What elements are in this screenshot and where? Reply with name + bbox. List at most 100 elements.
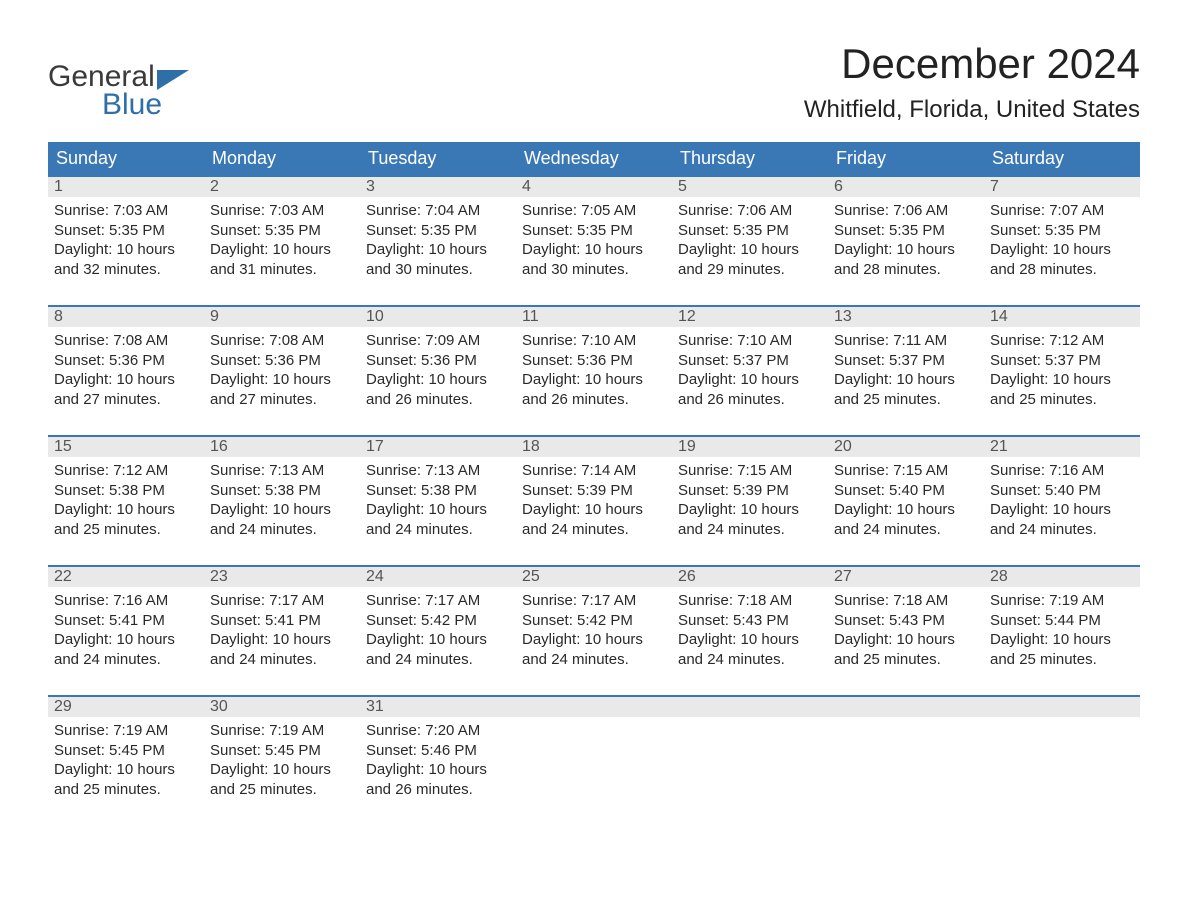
daylight-line-2: and 28 minutes. [834,260,978,280]
sunrise-line: Sunrise: 7:03 AM [54,201,198,221]
day-number [828,697,984,717]
day-cell: Sunrise: 7:20 AMSunset: 5:46 PMDaylight:… [360,717,516,809]
day-number: 4 [516,177,672,197]
sunrise-line: Sunrise: 7:10 AM [522,331,666,351]
daylight-line-2: and 24 minutes. [678,650,822,670]
day-cell: Sunrise: 7:06 AMSunset: 5:35 PMDaylight:… [672,197,828,289]
day-cell: Sunrise: 7:12 AMSunset: 5:38 PMDaylight:… [48,457,204,549]
day-cell: Sunrise: 7:04 AMSunset: 5:35 PMDaylight:… [360,197,516,289]
sunset-line: Sunset: 5:36 PM [366,351,510,371]
day-cell [516,717,672,809]
sunrise-line: Sunrise: 7:06 AM [834,201,978,221]
sunset-line: Sunset: 5:39 PM [522,481,666,501]
day-cell: Sunrise: 7:13 AMSunset: 5:38 PMDaylight:… [360,457,516,549]
daylight-line-2: and 24 minutes. [834,520,978,540]
daylight-line-2: and 24 minutes. [366,650,510,670]
sunrise-line: Sunrise: 7:19 AM [210,721,354,741]
daylight-line-1: Daylight: 10 hours [522,370,666,390]
day-cell: Sunrise: 7:14 AMSunset: 5:39 PMDaylight:… [516,457,672,549]
day-number: 26 [672,567,828,587]
sunrise-line: Sunrise: 7:16 AM [990,461,1134,481]
daylight-line-1: Daylight: 10 hours [54,630,198,650]
sunrise-line: Sunrise: 7:05 AM [522,201,666,221]
day-number: 18 [516,437,672,457]
logo-text-blue: Blue [102,88,189,122]
sunset-line: Sunset: 5:40 PM [834,481,978,501]
sunrise-line: Sunrise: 7:10 AM [678,331,822,351]
day-number: 16 [204,437,360,457]
sunrise-line: Sunrise: 7:15 AM [678,461,822,481]
sunset-line: Sunset: 5:36 PM [522,351,666,371]
daylight-line-2: and 27 minutes. [210,390,354,410]
day-number: 21 [984,437,1140,457]
day-number-row: 1234567 [48,177,1140,197]
daylight-line-2: and 25 minutes. [54,780,198,800]
daylight-line-1: Daylight: 10 hours [210,500,354,520]
daylight-line-1: Daylight: 10 hours [834,240,978,260]
daylight-line-2: and 28 minutes. [990,260,1134,280]
daylight-line-2: and 26 minutes. [366,390,510,410]
day-number: 3 [360,177,516,197]
day-cell: Sunrise: 7:13 AMSunset: 5:38 PMDaylight:… [204,457,360,549]
daylight-line-1: Daylight: 10 hours [678,500,822,520]
day-number: 5 [672,177,828,197]
daylight-line-1: Daylight: 10 hours [210,370,354,390]
sunset-line: Sunset: 5:37 PM [678,351,822,371]
daylight-line-2: and 24 minutes. [54,650,198,670]
month-title: December 2024 [804,40,1140,88]
daylight-line-1: Daylight: 10 hours [678,240,822,260]
sunrise-line: Sunrise: 7:18 AM [834,591,978,611]
daylight-line-2: and 26 minutes. [522,390,666,410]
daylight-line-2: and 27 minutes. [54,390,198,410]
daylight-line-1: Daylight: 10 hours [366,370,510,390]
day-cell: Sunrise: 7:18 AMSunset: 5:43 PMDaylight:… [672,587,828,679]
day-cell: Sunrise: 7:06 AMSunset: 5:35 PMDaylight:… [828,197,984,289]
day-number-row: 15161718192021 [48,437,1140,457]
sunset-line: Sunset: 5:45 PM [210,741,354,761]
day-cell: Sunrise: 7:15 AMSunset: 5:39 PMDaylight:… [672,457,828,549]
day-number: 29 [48,697,204,717]
daylight-line-2: and 30 minutes. [522,260,666,280]
day-number: 10 [360,307,516,327]
dow-tuesday: Tuesday [360,142,516,175]
dow-wednesday: Wednesday [516,142,672,175]
sunset-line: Sunset: 5:42 PM [366,611,510,631]
day-number: 31 [360,697,516,717]
day-number: 1 [48,177,204,197]
daylight-line-2: and 25 minutes. [990,650,1134,670]
day-cell: Sunrise: 7:08 AMSunset: 5:36 PMDaylight:… [204,327,360,419]
daylight-line-2: and 26 minutes. [366,780,510,800]
sunset-line: Sunset: 5:44 PM [990,611,1134,631]
dow-monday: Monday [204,142,360,175]
sunset-line: Sunset: 5:35 PM [54,221,198,241]
day-cell: Sunrise: 7:19 AMSunset: 5:45 PMDaylight:… [204,717,360,809]
sunset-line: Sunset: 5:41 PM [210,611,354,631]
daylight-line-2: and 24 minutes. [522,650,666,670]
sunrise-line: Sunrise: 7:07 AM [990,201,1134,221]
day-cell: Sunrise: 7:05 AMSunset: 5:35 PMDaylight:… [516,197,672,289]
dow-thursday: Thursday [672,142,828,175]
day-number: 14 [984,307,1140,327]
logo: General Blue [48,40,189,122]
daylight-line-2: and 29 minutes. [678,260,822,280]
day-number: 25 [516,567,672,587]
day-number [672,697,828,717]
daylight-line-2: and 25 minutes. [834,390,978,410]
sunset-line: Sunset: 5:38 PM [210,481,354,501]
day-cell: Sunrise: 7:07 AMSunset: 5:35 PMDaylight:… [984,197,1140,289]
day-number: 17 [360,437,516,457]
daylight-line-1: Daylight: 10 hours [54,760,198,780]
daylight-line-1: Daylight: 10 hours [366,760,510,780]
week-row: 22232425262728Sunrise: 7:16 AMSunset: 5:… [48,565,1140,679]
daylight-line-1: Daylight: 10 hours [834,630,978,650]
daylight-line-1: Daylight: 10 hours [210,240,354,260]
daylight-line-2: and 30 minutes. [366,260,510,280]
sunrise-line: Sunrise: 7:06 AM [678,201,822,221]
day-number: 23 [204,567,360,587]
sunset-line: Sunset: 5:35 PM [990,221,1134,241]
sunset-line: Sunset: 5:35 PM [366,221,510,241]
daylight-line-1: Daylight: 10 hours [210,760,354,780]
week-row: 293031Sunrise: 7:19 AMSunset: 5:45 PMDay… [48,695,1140,809]
sunset-line: Sunset: 5:37 PM [834,351,978,371]
day-cell: Sunrise: 7:10 AMSunset: 5:36 PMDaylight:… [516,327,672,419]
